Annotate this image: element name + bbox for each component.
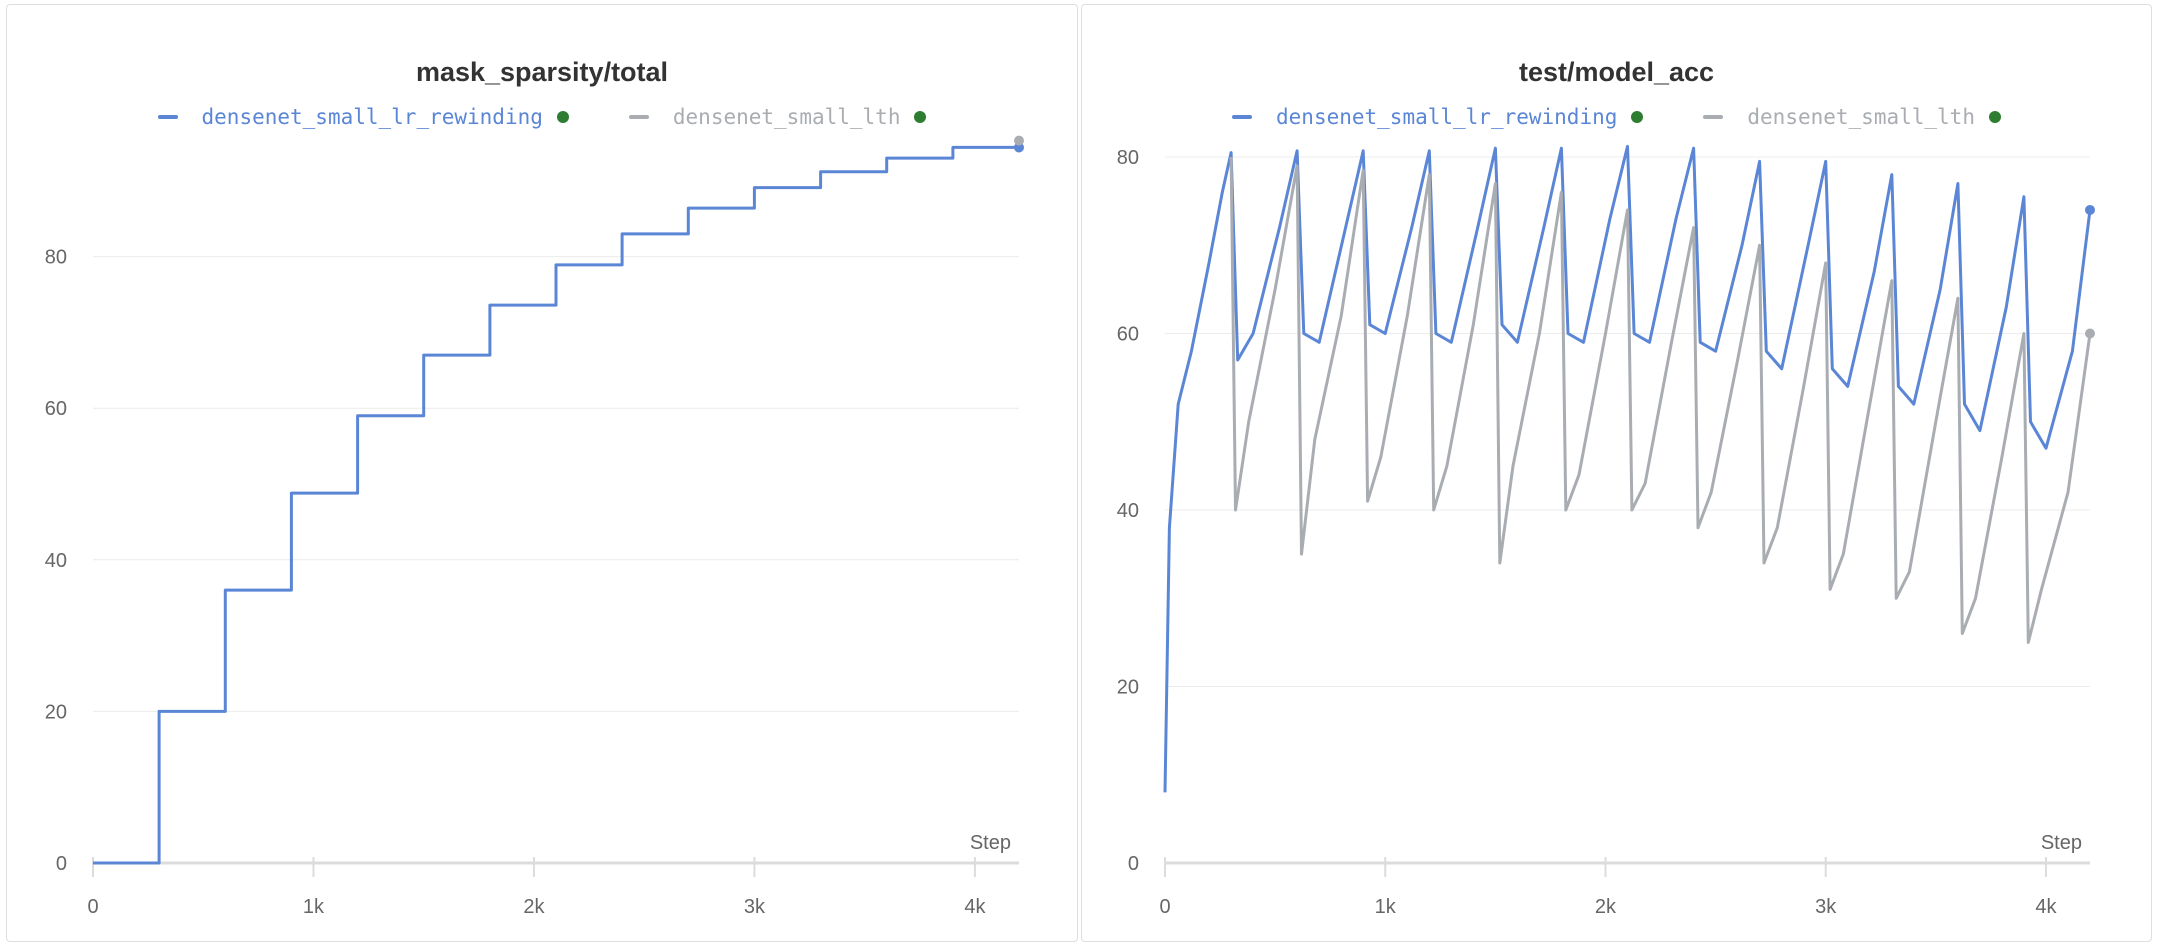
legend-line-swatch bbox=[157, 115, 178, 119]
legend-item-lth[interactable]: densenet_small_lth bbox=[1703, 105, 2001, 129]
series-endpoint-densenet_small_lr_rewinding bbox=[2085, 204, 2095, 215]
chart-plot-area[interactable]: 0 20 40 60 80 0 1k 2k 3k 4k Step bbox=[7, 5, 1079, 943]
x-tick-label: 0 bbox=[1159, 896, 1170, 918]
series-line-densenet_small_lth bbox=[1229, 156, 2092, 644]
series-line-densenet_small_lr_rewinding bbox=[1163, 144, 2092, 793]
chart-title: mask_sparsity/total bbox=[415, 57, 669, 87]
run-status-dot-icon bbox=[1631, 111, 1644, 123]
legend-label: densenet_small_lth bbox=[1747, 105, 1975, 129]
legend-item-lth[interactable]: densenet_small_lth bbox=[628, 105, 927, 129]
run-status-dot-icon bbox=[556, 111, 569, 123]
chart-panel-mask-sparsity: mask_sparsity/total densenet_small_lr_re… bbox=[6, 4, 1078, 942]
y-tick-label: 60 bbox=[45, 398, 67, 420]
x-tick-label: 0 bbox=[87, 896, 98, 918]
chart-legend: densenet_small_lr_rewinding densenet_sma… bbox=[1082, 105, 2151, 129]
chart-plot-area[interactable]: 0 20 40 60 80 0 1k 2k 3k 4k Step bbox=[1082, 5, 2153, 943]
y-tick-label: 20 bbox=[1117, 677, 1139, 699]
x-tick-label: 4k bbox=[964, 896, 986, 918]
run-status-dot-icon bbox=[1988, 111, 2001, 123]
y-tick-label: 80 bbox=[1117, 147, 1139, 169]
legend-line-swatch bbox=[1703, 115, 1724, 119]
y-tick-label: 20 bbox=[45, 701, 67, 723]
legend-label: densenet_small_lth bbox=[672, 105, 901, 129]
series-endpoint-densenet_small_lth bbox=[1014, 135, 1024, 146]
legend-line-swatch bbox=[1232, 115, 1253, 119]
legend-line-swatch bbox=[628, 115, 649, 119]
y-tick-label: 0 bbox=[56, 853, 67, 875]
y-tick-label: 0 bbox=[1128, 853, 1139, 875]
legend-label: densenet_small_lr_rewinding bbox=[1276, 105, 1618, 129]
x-tick-label: 3k bbox=[744, 896, 766, 918]
y-tick-label: 40 bbox=[45, 550, 67, 572]
y-tick-label: 40 bbox=[1117, 500, 1139, 522]
x-axis-step-label: Step bbox=[970, 832, 1011, 854]
x-tick-label: 2k bbox=[523, 896, 545, 918]
chart-panel-model-acc: test/model_acc densenet_small_lr_rewindi… bbox=[1081, 4, 2152, 942]
y-tick-label: 60 bbox=[1117, 324, 1139, 346]
x-tick-label: 4k bbox=[2035, 896, 2057, 918]
x-tick-label: 3k bbox=[1815, 896, 1837, 918]
legend-item-lr-rewinding[interactable]: densenet_small_lr_rewinding bbox=[157, 105, 569, 129]
run-status-dot-icon bbox=[914, 111, 927, 123]
y-tick-label: 80 bbox=[45, 247, 67, 269]
x-tick-label: 1k bbox=[303, 896, 325, 918]
legend-item-lr-rewinding[interactable]: densenet_small_lr_rewinding bbox=[1232, 105, 1644, 129]
chart-title: test/model_acc bbox=[1518, 57, 1715, 87]
x-tick-label: 2k bbox=[1595, 896, 1617, 918]
legend-label: densenet_small_lr_rewinding bbox=[201, 105, 543, 129]
chart-legend: densenet_small_lr_rewinding densenet_sma… bbox=[7, 105, 1077, 129]
x-tick-label: 1k bbox=[1375, 896, 1397, 918]
series-line-densenet_small_lr_rewinding bbox=[93, 145, 1019, 865]
series-endpoint-densenet_small_lth bbox=[2085, 328, 2095, 339]
x-axis-step-label: Step bbox=[2041, 832, 2082, 854]
